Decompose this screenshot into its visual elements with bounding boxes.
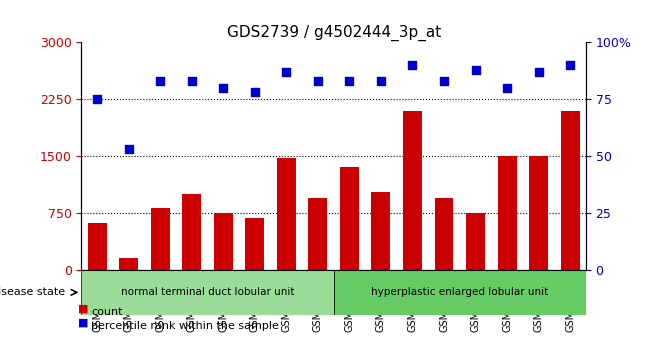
Bar	[309, 198, 327, 270]
Bar	[277, 158, 296, 270]
Point	[408, 62, 418, 68]
Bar	[497, 156, 516, 270]
FancyBboxPatch shape	[81, 270, 333, 315]
FancyBboxPatch shape	[333, 270, 586, 315]
Text: normal terminal duct lobular unit: normal terminal duct lobular unit	[120, 287, 294, 297]
Point	[187, 78, 197, 84]
Text: disease state: disease state	[0, 287, 66, 297]
Point	[155, 78, 165, 84]
Title: GDS2739 / g4502444_3p_at: GDS2739 / g4502444_3p_at	[227, 25, 441, 41]
Bar	[561, 110, 579, 270]
Point	[376, 78, 386, 84]
Text: ■: ■	[78, 303, 89, 314]
Bar	[182, 194, 201, 270]
Text: ■: ■	[78, 318, 89, 328]
Point	[344, 78, 355, 84]
Bar	[119, 258, 138, 270]
Point	[565, 62, 575, 68]
Point	[502, 85, 512, 91]
Bar	[245, 218, 264, 270]
Bar	[466, 213, 485, 270]
Text: percentile rank within the sample: percentile rank within the sample	[91, 321, 279, 331]
Point	[439, 78, 449, 84]
Bar	[372, 193, 391, 270]
Point	[312, 78, 323, 84]
Bar	[151, 207, 170, 270]
Point	[533, 69, 544, 75]
Point	[249, 90, 260, 95]
Point	[124, 147, 134, 152]
Bar	[340, 167, 359, 270]
Bar	[88, 223, 107, 270]
Point	[281, 69, 292, 75]
Bar	[435, 198, 454, 270]
Point	[218, 85, 229, 91]
Point	[470, 67, 480, 73]
Bar	[403, 110, 422, 270]
Bar	[529, 156, 548, 270]
Bar	[214, 213, 233, 270]
Text: hyperplastic enlarged lobular unit: hyperplastic enlarged lobular unit	[371, 287, 548, 297]
Point	[92, 96, 102, 102]
Text: count: count	[91, 307, 122, 316]
